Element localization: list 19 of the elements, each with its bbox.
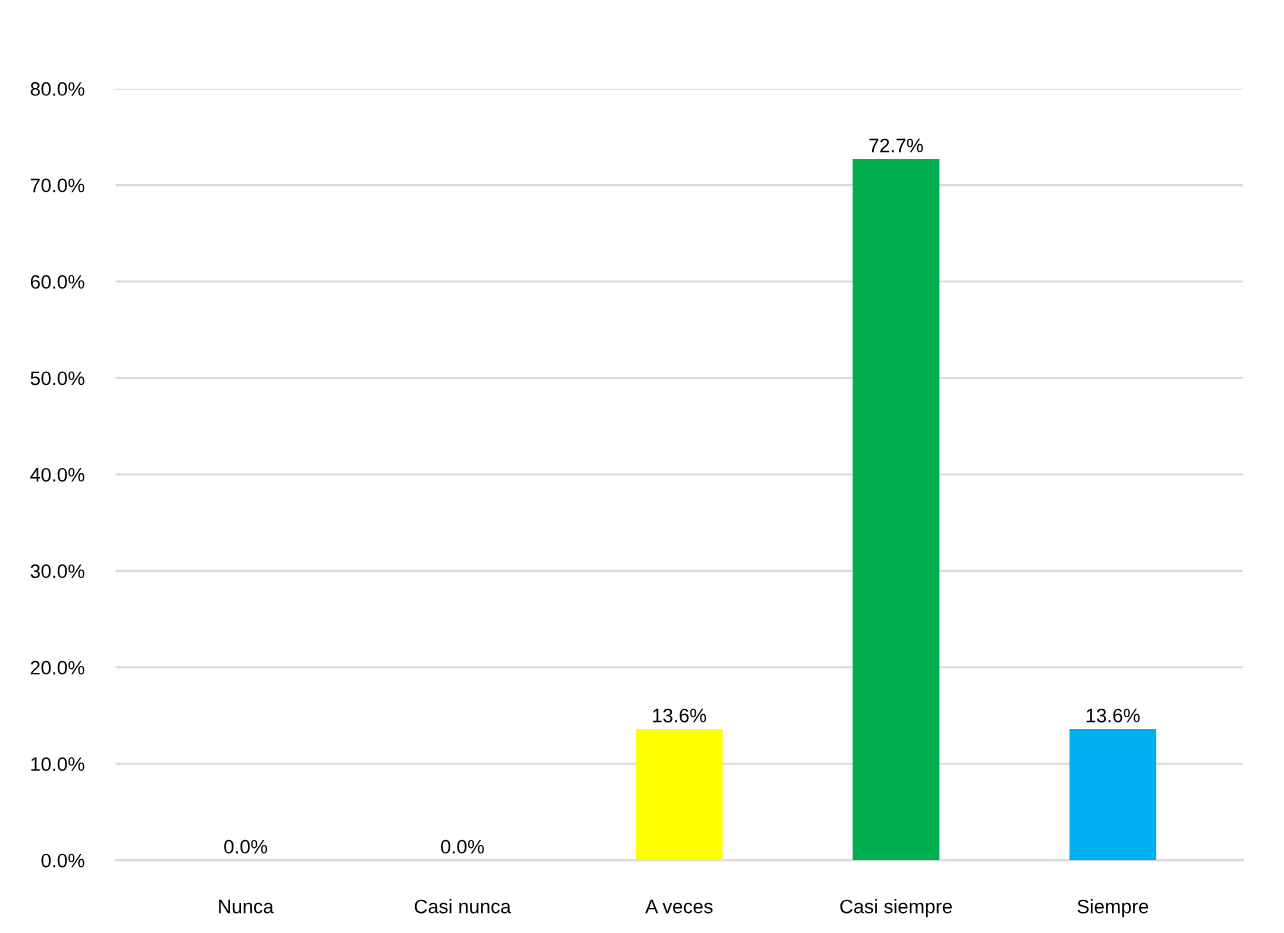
y-tick-label: 60.0% bbox=[30, 275, 85, 289]
y-tick-label: 80.0% bbox=[30, 82, 85, 96]
y-tick-label: 40.0% bbox=[30, 467, 85, 482]
x-tick-label: Casi siempre bbox=[840, 899, 952, 918]
data-label: 0.0% bbox=[224, 839, 268, 854]
x-tick-label: Nunca bbox=[219, 899, 274, 914]
data-label: 0.0% bbox=[441, 839, 484, 854]
data-label: 13.6% bbox=[1086, 708, 1140, 723]
y-tick-label: 20.0% bbox=[30, 660, 85, 675]
x-tick-label: A veces bbox=[645, 899, 713, 914]
y-tick-label: 30.0% bbox=[30, 564, 85, 579]
y-tick-label: 0.0% bbox=[41, 853, 85, 868]
x-tick-label: Siempre bbox=[1077, 899, 1149, 918]
x-tick-label: Casi nunca bbox=[414, 899, 512, 914]
data-label: 72.7% bbox=[869, 138, 923, 153]
y-tick-label: 10.0% bbox=[31, 757, 85, 772]
data-label: 13.6% bbox=[653, 708, 707, 723]
y-tick-label: 70.0% bbox=[30, 178, 85, 193]
y-tick-label: 50.0% bbox=[30, 371, 85, 386]
